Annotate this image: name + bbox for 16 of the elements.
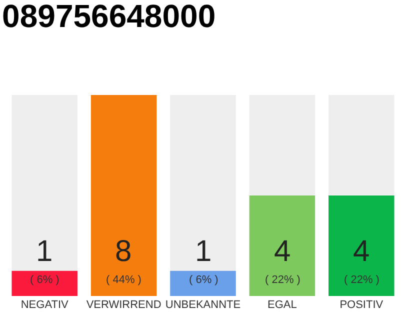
data-label: 1	[36, 235, 53, 268]
annotation: ( 44% )	[106, 274, 142, 286]
annotation: ( 22% )	[265, 274, 300, 286]
data-label: 4	[274, 235, 291, 268]
x-tick-label: UNBEKANNTE	[165, 299, 241, 311]
x-tick-label: VERWIRREND	[86, 299, 162, 311]
data-label: 4	[353, 235, 370, 268]
chart-title: 089756648000	[2, 0, 216, 34]
annotation: ( 22% )	[344, 274, 380, 286]
data-label: 1	[195, 235, 212, 268]
data-label: 8	[115, 235, 132, 268]
annotation: ( 6% )	[189, 274, 218, 286]
annotation: ( 6% )	[30, 274, 60, 286]
x-tick-label: EGAL	[268, 299, 297, 311]
x-tick-label: POSITIV	[340, 299, 384, 311]
x-tick-label: NEGATIV	[20, 299, 69, 311]
